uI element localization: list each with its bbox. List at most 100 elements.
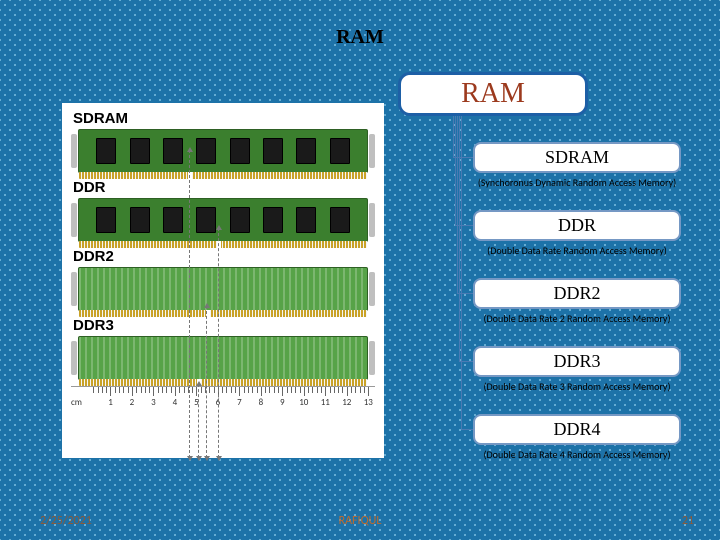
ruler-minor-tick [136,387,137,393]
ruler-minor-tick [278,387,279,393]
ruler-minor-tick [252,387,253,393]
ram-module [78,267,368,311]
ruler-number: 11 [321,397,330,408]
ruler-tick [368,387,369,396]
ram-chip [163,138,183,164]
module-clip [71,272,77,306]
ruler-minor-tick [222,387,223,393]
ruler-minor-tick [226,387,227,393]
ram-module [78,129,368,173]
ruler-minor-tick [269,387,270,393]
module-clip [71,341,77,375]
ram-type-caption: (Synchoronus Dynamic Random Access Memor… [473,176,681,189]
ram-type-caption: (Double Data Rate 4 Random Access Memory… [473,448,681,461]
ruler-unit: cm [71,397,82,408]
module-clip [369,272,375,306]
ram-module-label: DDR2 [73,248,375,265]
ruler-minor-tick [158,387,159,393]
ram-module-row [71,267,375,311]
ram-module-label: DDR [73,179,375,196]
ruler-minor-tick [102,387,103,393]
ram-type-box: SDRAM [473,142,681,173]
ruler-number: 5 [194,397,199,408]
ruler-minor-tick [209,387,210,393]
ram-type-box: DDR2 [473,278,681,309]
ram-block-ddr3: DDR3 [71,317,375,380]
ruler-number: 12 [342,397,351,408]
ram-block-ddr: DDR [71,179,375,242]
ruler-minor-tick [244,387,245,393]
ruler: cm 12345678910111213 [71,386,375,413]
module-pins [79,172,367,179]
ruler-minor-tick [317,387,318,393]
ruler-minor-tick [274,387,275,393]
module-notch [197,379,201,386]
ruler-minor-tick [308,387,309,393]
ram-modules-panel: SDRAMDDRDDR2DDR3 cm 12345678910111213 [62,103,384,458]
ram-chip [230,207,250,233]
module-notch [188,172,192,179]
ruler-minor-tick [141,387,142,393]
ram-module-label: SDRAM [73,110,375,127]
ruler-minor-tick [205,387,206,393]
ram-chip [196,207,216,233]
ram-chip [296,207,316,233]
ram-chip [96,138,116,164]
ram-module-row [71,198,375,242]
ram-type-caption: (Double Data Rate 3 Random Access Memory… [473,380,681,393]
ram-chip [330,138,350,164]
module-pins [79,241,367,248]
ruler-minor-tick [295,387,296,393]
module-notch [217,241,221,248]
ram-type-box: DDR [473,210,681,241]
ruler-minor-tick [287,387,288,393]
ruler-minor-tick [355,387,356,393]
ruler-number: 2 [130,397,135,408]
ruler-minor-tick [364,387,365,393]
ram-type-caption: (Double Data Rate 2 Random Access Memory… [473,312,681,325]
ruler-minor-tick [334,387,335,393]
ruler-minor-tick [188,387,189,393]
ram-chip [163,207,183,233]
ruler-minor-tick [338,387,339,393]
ruler-minor-tick [171,387,172,393]
ruler-tick [261,387,262,396]
ruler-minor-tick [265,387,266,393]
ram-chip [230,138,250,164]
module-pins [79,310,367,317]
ruler-minor-tick [231,387,232,393]
module-clip [369,203,375,237]
ruler-minor-tick [351,387,352,393]
ruler-minor-tick [123,387,124,393]
ruler-minor-tick [98,387,99,393]
ram-module [78,336,368,380]
ruler-tick [196,387,197,396]
ram-module-label: DDR3 [73,317,375,334]
ruler-minor-tick [321,387,322,393]
ram-chip [263,138,283,164]
ruler-minor-tick [115,387,116,393]
ruler-minor-tick [119,387,120,393]
ruler-minor-tick [248,387,249,393]
ruler-minor-tick [330,387,331,393]
ram-type-group-ddr4: DDR4(Double Data Rate 4 Random Access Me… [473,414,681,461]
ruler-minor-tick [145,387,146,393]
ruler-tick [282,387,283,396]
ram-heading-box: RAM [398,72,588,116]
ruler-minor-tick [93,387,94,393]
ruler-number: 4 [173,397,178,408]
ruler-minor-tick [291,387,292,393]
ruler-tick [239,387,240,396]
ruler-number: 7 [237,397,242,408]
ram-chip [130,138,150,164]
ruler-number: 8 [259,397,264,408]
ruler-minor-tick [166,387,167,393]
ruler-tick [304,387,305,396]
ruler-number: 10 [299,397,308,408]
ruler-tick [175,387,176,396]
ruler-minor-tick [257,387,258,393]
ruler-number: 3 [151,397,156,408]
ram-chip [263,207,283,233]
module-clip [369,134,375,168]
ruler-tick [132,387,133,396]
